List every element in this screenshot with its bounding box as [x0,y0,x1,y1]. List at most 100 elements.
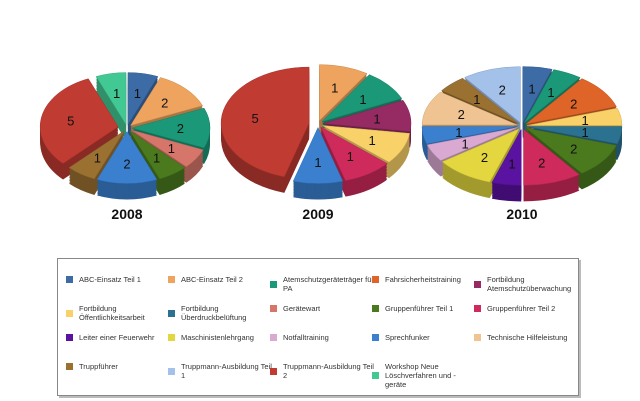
legend-label: Truppführer [79,362,118,371]
legend-swatch [270,280,277,288]
slice-top [129,77,203,126]
legend: ABC-Einsatz Teil 1 ABC-Einsatz Teil 2 Atem… [57,258,579,396]
slice-top [525,78,617,125]
slice-top [96,131,158,184]
slice-top [131,107,211,149]
slice-top [524,69,581,124]
legend-item: Fortbildung Überdruckbelüftung [168,304,272,322]
legend-label: Atemschutzgeräteträger für PA [283,275,374,293]
slice-top [131,129,204,168]
legend-swatch [270,367,277,375]
data-label: 1 [528,81,535,96]
legend-item: Sprechfunker [372,333,476,342]
legend-swatch [270,305,277,312]
legend-swatch [66,334,73,341]
legend-label: Notfalltraining [283,333,329,342]
data-label: 2 [570,97,577,112]
legend-item: Truppführer [66,362,170,371]
slice: 1 [292,126,344,200]
legend-label: Workshop Neue Löschverfahren und -geräte [385,362,456,389]
data-label: 1 [314,155,321,170]
legend-swatch [168,367,175,375]
data-label: 1 [113,86,120,101]
slice-top [129,130,186,180]
data-label: 2 [458,107,465,122]
slice-top [526,107,623,126]
legend-item: Maschinistenlehrgang [168,333,272,342]
legend-item: Gruppenführer Teil 1 [372,304,476,313]
legend-label: Truppmann-Ausbildung Teil 2 [283,362,374,380]
legend-item: Technische Hilfeleistung [474,333,578,342]
data-label: 1 [373,112,380,127]
data-label: 1 [473,92,480,107]
slice-top [322,125,410,163]
slice-top [39,78,119,164]
legend-swatch [168,276,175,283]
legend-label: Fortbildung Öffentlichkeitsarbeit [79,304,145,322]
data-label: 2 [123,157,130,172]
data-label: 2 [161,96,168,111]
slice-top [421,126,518,145]
legend-label: ABC-Einsatz Teil 1 [79,275,141,284]
slice-top [523,128,580,186]
data-label: 1 [461,136,468,151]
legend-label: Gruppenführer Teil 2 [487,304,556,313]
slice: 2 [525,127,617,190]
slice-top [526,126,623,145]
legend-item: Truppmann-Ausbildung Teil 1 [168,362,272,380]
data-label: 1 [359,92,366,107]
legend-item: Workshop Neue Löschverfahren und -geräte [372,362,476,389]
slice-top [464,66,521,124]
slice: 5 [39,78,119,180]
slice-top [441,77,519,124]
slice-top [220,66,310,178]
legend-label: Technische Hilfeleistung [487,333,568,342]
legend-label: Gerätewart [283,304,321,313]
legend-item: ABC-Einsatz Teil 2 [168,275,272,284]
slice: 1 [491,129,522,202]
slice-top [525,127,617,174]
data-label: 5 [251,111,258,126]
data-label: 2 [499,83,506,98]
legend-label: Fortbildung Überdruckbelüftung [181,304,247,322]
slice-top [322,99,412,132]
slice-top [441,128,520,183]
data-label: 2 [570,141,577,156]
legend-swatch [372,372,379,379]
data-label: 1 [331,80,338,95]
legend-label: Fahrsicherheitstraining [385,275,461,284]
legend-label: Gruppenführer Teil 1 [385,304,454,313]
legend-swatch [372,334,379,341]
legend-swatch [474,305,481,312]
slice: 5 [220,66,310,193]
legend-item: Fortbildung Atemschutzüberwachung [474,275,578,293]
pie-title: 2008 [111,206,142,222]
legend-swatch [474,280,481,288]
legend-item: Gruppenführer Teil 2 [474,304,578,313]
legend-label: Maschinistenlehrgang [181,333,254,342]
legend-item: Atemschutzgeräteträger für PA [270,275,374,293]
data-label: 1 [581,125,588,140]
legend-swatch [372,276,379,283]
legend-item: Leiter einer Feuerwehr [66,333,170,342]
slice: 2 [441,128,520,199]
data-label: 1 [547,85,554,100]
legend-item: Fortbildung Öffentlichkeitsarbeit [66,304,170,322]
slice-top [95,72,127,126]
slice: 1 [95,72,127,141]
data-label: 1 [455,125,462,140]
legend-label: ABC-Einsatz Teil 2 [181,275,243,284]
legend-swatch [66,363,73,370]
slice-top [426,127,518,161]
slice-top [320,126,388,181]
slice-top [522,66,553,123]
pie-title: 2009 [302,206,333,222]
slice-top [321,74,403,122]
data-label: 2 [481,150,488,165]
legend-item: Gerätewart [270,304,374,313]
slice: 2 [96,131,158,200]
slice-top [68,130,125,180]
